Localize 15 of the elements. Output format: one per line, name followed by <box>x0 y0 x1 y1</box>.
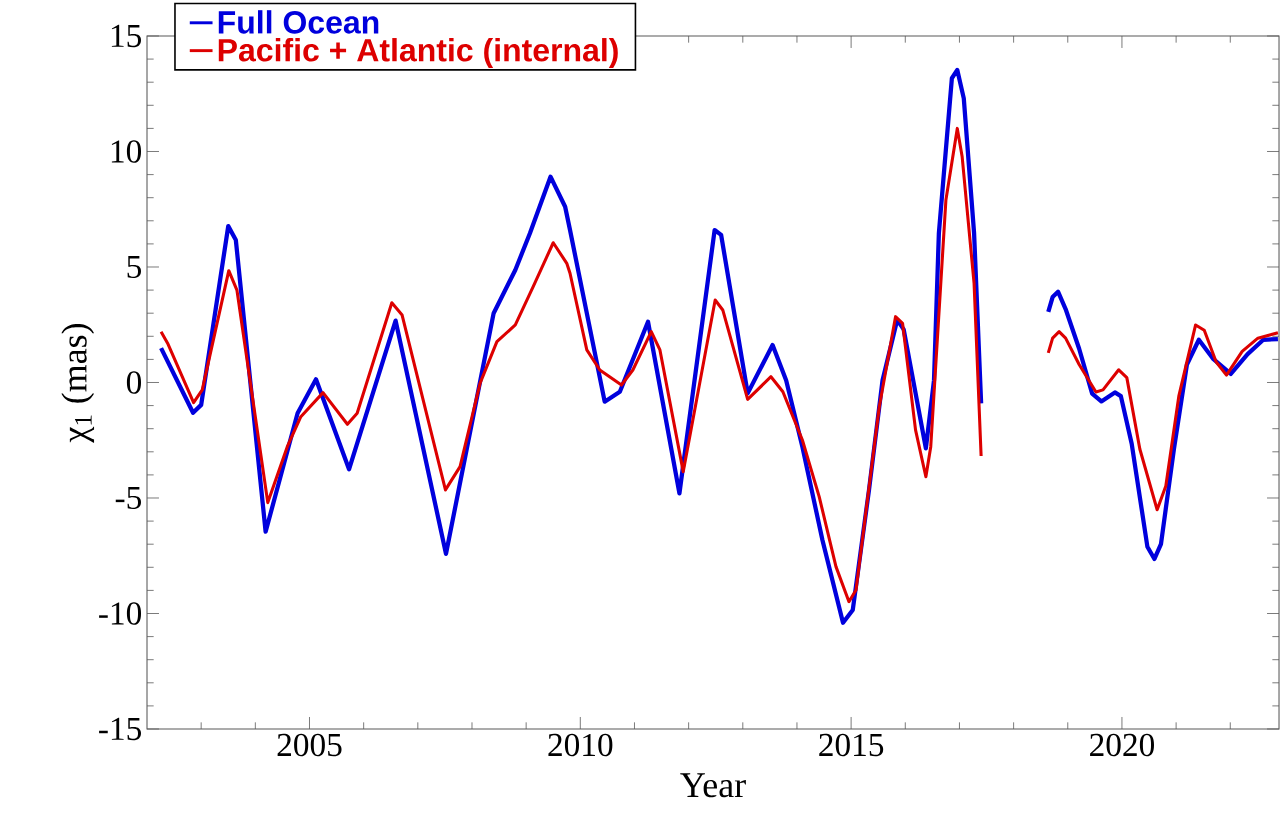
legend-label: Full Ocean <box>218 10 379 34</box>
y-tick-label: 5 <box>127 255 141 279</box>
x-tick-label: 2005 <box>277 733 342 757</box>
y-tick-label: 0 <box>126 371 142 394</box>
y-tick-label: -15 <box>99 717 141 741</box>
y-axis-title: χ$_{1}$ (mas) <box>61 323 95 443</box>
x-tick-label: 2015 <box>819 733 884 757</box>
legend-label: Pacific + Atlantic (internal) <box>218 38 618 68</box>
y-tick-label: -10 <box>99 602 142 625</box>
x-tick-label: 2020 <box>1090 733 1154 757</box>
y-tick-label: -5 <box>115 486 141 510</box>
y-tick-label: 15 <box>111 24 141 48</box>
x-tick-label: 2010 <box>548 733 613 757</box>
x-axis-title: Year <box>680 773 746 798</box>
y-tick-label: 10 <box>111 140 142 163</box>
